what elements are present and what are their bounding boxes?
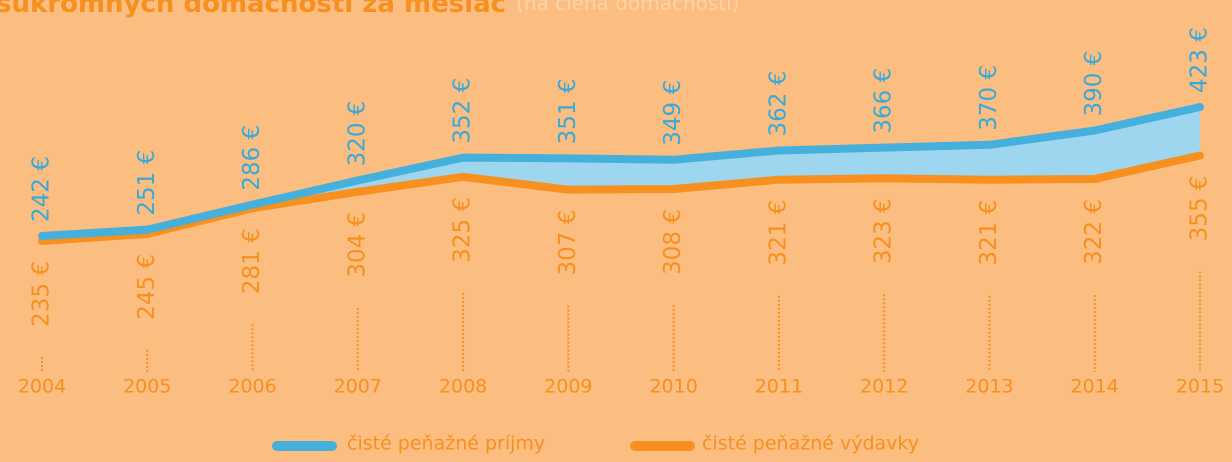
data-label: 325 € bbox=[450, 197, 476, 263]
data-label: 349 € bbox=[660, 80, 686, 146]
line-series bbox=[38, 103, 1204, 241]
chart-title-line: súkromných domácností za mesiac (na člena… bbox=[0, 0, 739, 19]
x-tick-label: 2004 bbox=[18, 376, 66, 398]
data-label: 245 € bbox=[134, 254, 160, 320]
area-between bbox=[42, 107, 1200, 241]
data-label: 366 € bbox=[871, 68, 897, 134]
chart-subtitle: (na člena domácnosti) bbox=[516, 0, 739, 15]
data-label: 320 € bbox=[344, 101, 370, 167]
legend-label: čisté peňažné príjmy bbox=[347, 433, 545, 455]
x-tick-label: 2012 bbox=[860, 376, 908, 398]
data-label: 370 € bbox=[976, 65, 1002, 131]
data-label: 322 € bbox=[1081, 199, 1107, 265]
x-tick-label: 2013 bbox=[965, 376, 1013, 398]
data-label: 352 € bbox=[450, 78, 476, 144]
x-tick-label: 2011 bbox=[755, 376, 803, 398]
data-label: 423 € bbox=[1187, 27, 1213, 93]
data-label: 321 € bbox=[765, 200, 791, 266]
data-label: 390 € bbox=[1081, 51, 1107, 117]
x-tick-label: 2005 bbox=[123, 376, 171, 398]
data-label: 308 € bbox=[660, 209, 686, 275]
data-label: 362 € bbox=[765, 71, 791, 137]
x-tick-label: 2010 bbox=[649, 376, 697, 398]
data-label: 251 € bbox=[134, 150, 160, 216]
x-tick-label: 2007 bbox=[334, 376, 382, 398]
data-label: 242 € bbox=[29, 156, 55, 222]
legend-label: čisté peňažné výdavky bbox=[702, 433, 919, 455]
x-tick-label: 2008 bbox=[439, 376, 487, 398]
data-label: 323 € bbox=[871, 198, 897, 264]
data-label: 304 € bbox=[344, 212, 370, 278]
x-tick-label: 2006 bbox=[228, 376, 276, 398]
data-label: 235 € bbox=[29, 261, 55, 327]
data-label: 351 € bbox=[555, 78, 581, 144]
data-label: 307 € bbox=[555, 210, 581, 276]
data-label: 355 € bbox=[1187, 175, 1213, 241]
chart-title: súkromných domácností za mesiac bbox=[0, 0, 506, 19]
data-label: 321 € bbox=[976, 200, 1002, 266]
data-label: 286 € bbox=[239, 125, 265, 191]
x-tick-label: 2009 bbox=[544, 376, 592, 398]
x-tick-label: 2014 bbox=[1071, 376, 1119, 398]
x-tick-label: 2015 bbox=[1176, 376, 1224, 398]
data-label: 281 € bbox=[239, 228, 265, 294]
